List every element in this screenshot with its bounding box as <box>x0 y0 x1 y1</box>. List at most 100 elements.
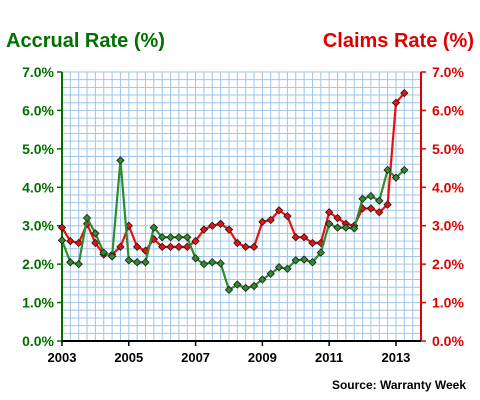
claims-rate-point <box>383 200 392 209</box>
claims-rate-point <box>166 242 175 252</box>
accrual-rate-point <box>149 223 159 232</box>
claims-rate-point <box>66 236 75 246</box>
tick-labels: 0.0% 0.0% 1.0% 1.0% 2.0% 2.0% 3.0% 3.0% 4.0% 4.0%… <box>22 64 464 365</box>
claims-rate-point <box>299 233 309 242</box>
claims-rate-point <box>283 211 292 221</box>
accrual-rate-point <box>274 263 284 272</box>
accrual-rate-point <box>166 233 175 242</box>
claims-rate-point <box>199 225 209 234</box>
accrual-rate-point <box>249 281 259 291</box>
claims-rate-point <box>291 233 300 242</box>
claims-rate-point <box>400 88 409 98</box>
x-tick-label: 2007 <box>181 350 210 365</box>
left-y-tick-label: 1.0% <box>22 295 54 311</box>
accrual-rate-point <box>224 285 234 295</box>
claims-rate-point <box>333 213 342 223</box>
left-y-tick-label: 7.0% <box>22 64 54 80</box>
claims-rate-point <box>249 242 259 252</box>
accrual-rate-point <box>99 248 108 257</box>
claims-rate-point <box>132 242 142 252</box>
claims-rate-point <box>266 215 275 225</box>
claims-rate-point <box>91 238 100 248</box>
claims-rate-point <box>191 236 200 246</box>
accrual-rate-title: Accrual Rate (%) <box>6 30 165 52</box>
right-y-tick-label: 1.0% <box>432 295 464 311</box>
accrual-rate-point <box>258 275 267 284</box>
source-note: Source: Warranty Week <box>331 378 466 392</box>
accrual-rate-point <box>191 254 200 263</box>
accrual-rate-point <box>208 258 217 267</box>
claims-rate-point <box>158 242 167 252</box>
accrual-rate-point <box>91 229 100 238</box>
data-series <box>57 88 409 295</box>
accrual-rate-point <box>350 224 359 233</box>
claims-rate-title: Claims Rate (%) <box>322 30 474 52</box>
accrual-rate-point <box>291 256 300 265</box>
right-y-tick-label: 0.0% <box>432 333 464 349</box>
claims-rate-point <box>116 242 125 252</box>
left-y-tick-label: 6.0% <box>22 102 54 118</box>
claims-rate-point <box>233 238 242 248</box>
claims-rate-point <box>224 225 234 234</box>
right-y-tick-label: 7.0% <box>432 64 464 80</box>
accrual-rate-point <box>324 219 334 228</box>
x-tick-label: 2013 <box>381 350 410 365</box>
x-tick-label: 2003 <box>48 350 77 365</box>
claims-rate-point <box>274 206 284 215</box>
accrual-rate-point <box>375 196 384 205</box>
claims-rate-point <box>391 98 401 107</box>
accrual-rate-point <box>266 269 275 278</box>
accrual-rate-point <box>400 165 409 175</box>
accrual-rate-point <box>141 258 150 267</box>
left-y-tick-label: 4.0% <box>22 179 54 195</box>
claims-rate-point <box>74 238 83 248</box>
accrual-rate-point <box>158 233 167 242</box>
claims-rate-point <box>174 242 184 252</box>
accrual-rate-point <box>299 255 309 264</box>
accrual-rate-point <box>391 173 401 182</box>
claims-rate-point <box>208 221 217 230</box>
accrual-rate-point <box>199 259 209 269</box>
accrual-rate-point <box>116 156 125 165</box>
accrual-rate-point <box>174 233 184 242</box>
accrual-rate-point <box>124 256 133 265</box>
right-y-tick-label: 5.0% <box>432 141 464 157</box>
right-y-tick-label: 4.0% <box>432 179 464 195</box>
accrual-rate-point <box>57 236 67 245</box>
right-y-tick-label: 3.0% <box>432 218 464 234</box>
claims-rate-point <box>366 204 376 213</box>
accrual-rate-point <box>341 223 351 232</box>
claims-rate-point <box>57 223 67 232</box>
left-y-tick-label: 3.0% <box>22 218 54 234</box>
accrual-rate-point <box>183 233 192 242</box>
accrual-rate-point <box>366 191 376 201</box>
accrual-rate-point <box>233 280 242 289</box>
axes <box>57 71 426 346</box>
accrual-rate-point <box>358 194 367 203</box>
grid-lines <box>61 71 422 342</box>
accrual-rate-point <box>74 259 83 269</box>
claims-rate-point <box>308 238 317 248</box>
claims-rate-point <box>324 208 334 217</box>
right-y-tick-label: 6.0% <box>432 102 464 118</box>
accrual-rate-point <box>308 258 317 267</box>
left-y-tick-label: 0.0% <box>22 333 54 349</box>
x-tick-label: 2009 <box>248 350 277 365</box>
accrual-rate-point <box>66 258 75 267</box>
right-y-tick-label: 2.0% <box>432 256 464 272</box>
accrual-rate-point <box>107 252 117 261</box>
claims-rate-point <box>375 208 384 217</box>
left-y-tick-label: 5.0% <box>22 141 54 157</box>
claims-rate-point <box>216 219 225 228</box>
accrual-rate-point <box>82 213 92 223</box>
claims-rate-point <box>258 217 267 227</box>
claims-rate-point <box>241 242 250 252</box>
left-y-tick-label: 2.0% <box>22 256 54 272</box>
accrual-rate-point <box>241 283 250 293</box>
x-tick-label: 2005 <box>114 350 143 365</box>
accrual-rate-point <box>216 259 225 268</box>
x-tick-label: 2011 <box>315 350 343 365</box>
accrual-rate-point <box>283 264 292 273</box>
accrual-rate-point <box>132 258 142 267</box>
